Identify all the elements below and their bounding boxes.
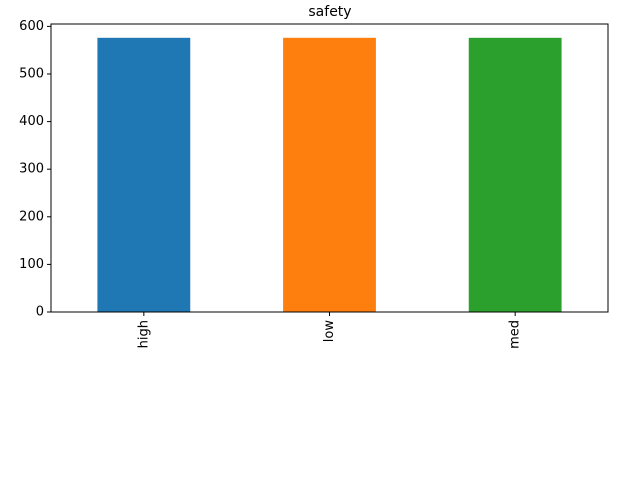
chart-title: safety: [308, 4, 351, 20]
y-tick-label-200: 200: [19, 209, 44, 224]
bar-high: [97, 37, 191, 312]
y-tick-label-0: 0: [36, 305, 44, 320]
x-tick-label-med: med: [508, 320, 523, 349]
bar-low: [283, 37, 376, 312]
y-tick-label-100: 100: [19, 257, 44, 272]
y-tick-label-300: 300: [19, 162, 44, 177]
bar-med: [468, 37, 562, 312]
y-tick-label-500: 500: [19, 66, 44, 81]
y-tick-label-600: 600: [19, 19, 44, 34]
x-tick-label-high: high: [136, 320, 151, 348]
x-tick-label-low: low: [322, 320, 337, 343]
y-tick-label-400: 400: [19, 114, 44, 129]
plot-frame: [50, 23, 609, 313]
